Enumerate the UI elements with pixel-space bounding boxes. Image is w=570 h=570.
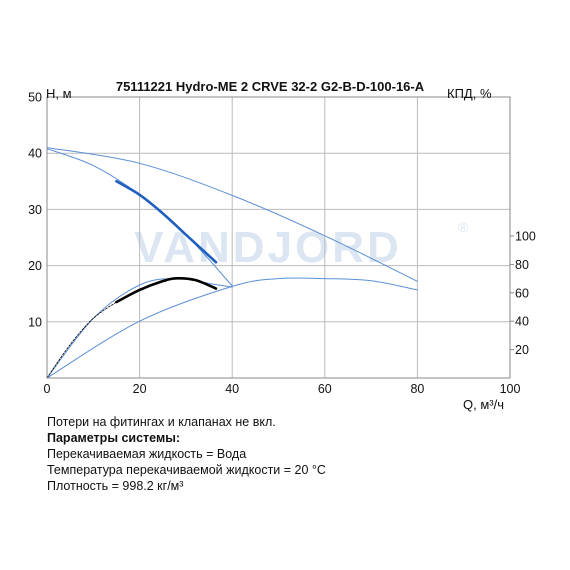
grid xyxy=(47,97,510,378)
series-group xyxy=(46,147,418,379)
info-losses-note: Потери на фитингах и клапанах не вкл. xyxy=(47,415,276,429)
series-line-6 xyxy=(46,301,117,379)
info-liquid: Перекачиваемая жидкость = Вода xyxy=(47,447,247,461)
tick-labels: 0 20 40 60 80 100 10 20 30 40 50 20 40 60 80 100 xyxy=(28,91,536,397)
y2-tick-label: 80 xyxy=(515,258,529,272)
watermark: VANDJORD ® xyxy=(134,219,469,272)
y-tick-label: 40 xyxy=(28,147,42,161)
y-tick-label: 50 xyxy=(28,91,42,105)
x-tick-label: 0 xyxy=(44,382,51,396)
y2-tick-label: 60 xyxy=(515,286,529,300)
watermark-mark: ® xyxy=(458,219,469,235)
series-line-3 xyxy=(115,180,218,264)
y2-tick-label: 40 xyxy=(515,315,529,329)
y-axis-label: H, м xyxy=(46,86,72,101)
x-tick-label: 20 xyxy=(133,382,147,396)
info-density: Плотность = 998.2 кг/м³ xyxy=(47,479,184,493)
y2-tick-label: 20 xyxy=(515,343,529,357)
watermark-text: VANDJORD xyxy=(134,223,402,272)
chart-title: 75111221 Hydro-ME 2 CRVE 32-2 G2-B-D-100… xyxy=(116,79,425,94)
info-temperature: Температура перекачиваемой жидкости = 20… xyxy=(47,463,326,477)
x-tick-label: 60 xyxy=(318,382,332,396)
x-tick-label: 40 xyxy=(225,382,239,396)
y-tick-label: 10 xyxy=(28,315,42,329)
plot-frame xyxy=(46,96,511,379)
y-tick-label: 20 xyxy=(28,259,42,273)
series-line-1 xyxy=(46,147,418,282)
y2-tick-label: 100 xyxy=(515,230,536,244)
series-line-4 xyxy=(46,277,418,379)
x-axis-label: Q, м³/ч xyxy=(463,397,504,412)
series-line-7 xyxy=(115,276,218,304)
x-tick-label: 100 xyxy=(500,382,521,396)
x-tick-label: 80 xyxy=(410,382,424,396)
series-line-5 xyxy=(46,278,233,379)
info-system-params-heading: Параметры системы: xyxy=(47,431,181,445)
y-tick-label: 30 xyxy=(28,203,42,217)
y2-axis-label: КПД, % xyxy=(447,86,492,101)
